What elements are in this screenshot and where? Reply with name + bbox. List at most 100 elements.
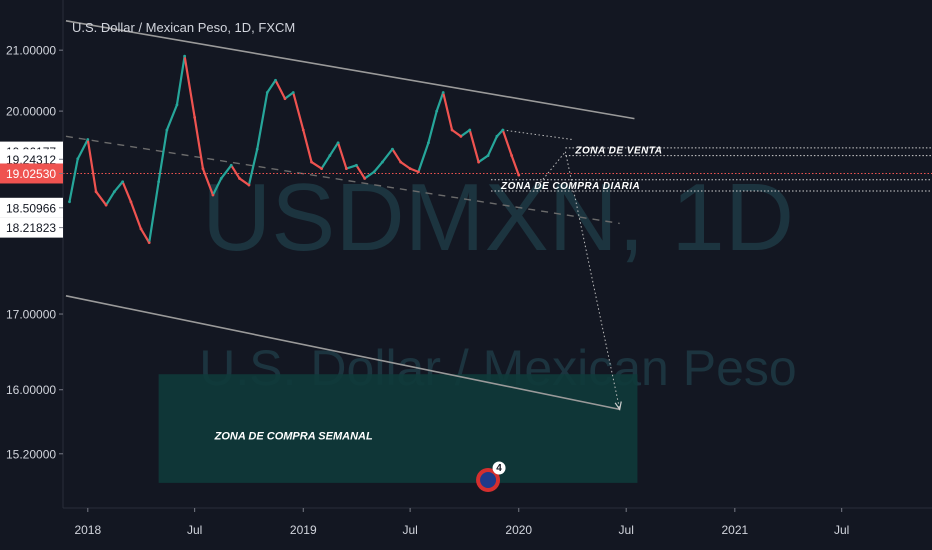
price-point	[372, 170, 376, 174]
event-count-text: 4	[496, 463, 502, 474]
price-segment	[391, 148, 402, 164]
price-segment	[121, 180, 132, 203]
price-segment	[183, 55, 196, 119]
price-point	[391, 147, 394, 151]
price-point	[175, 103, 179, 107]
price-segment	[94, 190, 108, 207]
price-segment	[477, 154, 490, 164]
price-point	[211, 193, 215, 197]
price-segment	[274, 79, 287, 100]
price-segment	[381, 148, 394, 164]
price-segment	[292, 91, 305, 132]
price-point	[165, 128, 169, 132]
price-segment	[211, 177, 223, 197]
price-point	[247, 183, 251, 187]
price-point	[129, 200, 133, 204]
zone-label-2: ZONA DE COMPRA SEMANAL	[214, 430, 373, 442]
price-point	[486, 154, 490, 157]
price-segment	[230, 164, 241, 180]
price-segment	[450, 128, 462, 138]
price-segment	[86, 138, 98, 193]
x-tick-label: Jul	[619, 523, 634, 537]
y-tick-label: 17.00000	[6, 308, 56, 322]
y-tick-label: 19.24312	[6, 153, 56, 167]
y-tick-label: 15.20000	[6, 447, 56, 461]
price-point	[416, 170, 420, 174]
price-segment	[373, 160, 384, 173]
y-tick-label: 20.00000	[6, 105, 56, 119]
price-segment	[363, 170, 376, 180]
price-point	[501, 128, 505, 132]
x-tick-label: 2020	[505, 523, 532, 537]
y-tick-label: 18.50966	[6, 201, 56, 215]
price-point	[399, 160, 403, 164]
price-segment	[399, 160, 412, 170]
x-tick-label: 2021	[721, 523, 748, 537]
price-segment	[355, 164, 366, 180]
trendline-1	[65, 295, 620, 411]
x-tick-label: Jul	[402, 523, 417, 537]
price-segment	[157, 128, 169, 183]
price-segment	[175, 55, 186, 106]
price-segment	[129, 200, 143, 230]
price-point	[328, 154, 332, 157]
price-point	[94, 190, 98, 194]
zone-label-0: ZONA DE VENTA	[574, 146, 662, 157]
price-segment	[165, 103, 179, 132]
price-segment	[247, 148, 259, 187]
zone-box-2	[158, 374, 638, 483]
price-point	[219, 177, 223, 180]
y-tick-label: 21.00000	[6, 44, 56, 58]
zone-label-1: ZONA DE COMPRA DIARIA	[500, 181, 640, 192]
price-segment	[302, 128, 313, 164]
price-segment	[113, 180, 124, 193]
price-segment	[68, 157, 79, 203]
projection-arrowhead	[614, 401, 622, 411]
price-point	[76, 157, 80, 161]
price-point	[201, 167, 205, 170]
price-segment	[193, 116, 205, 170]
price-segment	[238, 177, 251, 187]
price-point	[320, 167, 323, 170]
price-segment	[148, 180, 160, 244]
price-segment	[459, 128, 471, 138]
y-tick-label: 18.21823	[6, 221, 56, 235]
symbol-title: U.S. Dollar / Mexican Peso, 1D, FXCM	[72, 20, 296, 35]
price-segment	[283, 91, 295, 100]
price-point	[193, 115, 197, 119]
price-point	[68, 200, 71, 204]
price-series	[68, 54, 521, 245]
price-point	[363, 177, 367, 180]
price-point	[435, 109, 439, 113]
price-point	[238, 177, 241, 180]
y-tick-box	[0, 217, 63, 238]
price-point	[112, 190, 116, 194]
price-point	[427, 141, 430, 145]
price-segment	[409, 167, 420, 173]
price-point	[283, 97, 287, 101]
price-segment	[345, 164, 358, 170]
price-segment	[76, 138, 89, 160]
x-tick-label: 2018	[74, 523, 101, 537]
price-segment	[435, 91, 445, 113]
price-segment	[510, 154, 520, 177]
price-point	[477, 160, 481, 164]
x-tick-label: Jul	[834, 523, 849, 537]
price-segment	[320, 154, 331, 170]
trendline-4	[532, 151, 566, 193]
trendline-0	[65, 20, 635, 120]
price-point	[310, 160, 313, 164]
price-point	[517, 173, 521, 177]
price-point	[408, 167, 412, 170]
current-price-tag	[0, 163, 63, 184]
trendline-2	[65, 135, 620, 225]
price-point	[274, 78, 277, 82]
price-point	[459, 134, 463, 138]
price-point	[147, 241, 151, 245]
plot-area: ZONA DE VENTA ZONA DE COMPRA DIARIA ZONA D…	[63, 20, 932, 483]
price-point	[510, 154, 514, 157]
price-point	[139, 227, 143, 231]
price-segment	[220, 164, 233, 180]
